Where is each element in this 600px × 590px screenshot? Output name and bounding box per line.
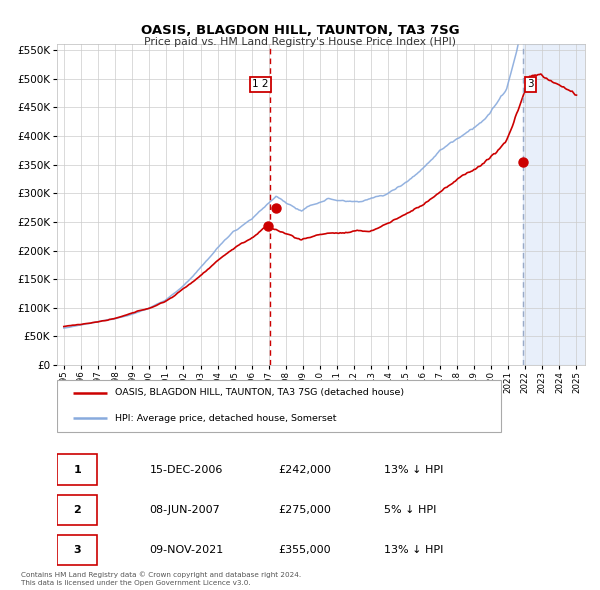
Text: Contains HM Land Registry data © Crown copyright and database right 2024.: Contains HM Land Registry data © Crown c…: [21, 571, 301, 578]
Text: 13% ↓ HPI: 13% ↓ HPI: [385, 545, 444, 555]
Text: 15-DEC-2006: 15-DEC-2006: [149, 464, 223, 474]
Text: OASIS, BLAGDON HILL, TAUNTON, TA3 7SG: OASIS, BLAGDON HILL, TAUNTON, TA3 7SG: [140, 24, 460, 37]
Text: 5% ↓ HPI: 5% ↓ HPI: [385, 504, 437, 514]
FancyBboxPatch shape: [57, 380, 500, 432]
Bar: [523, 44, 590, 365]
Text: £275,000: £275,000: [279, 504, 332, 514]
Text: 1: 1: [73, 464, 81, 474]
Text: 1 2: 1 2: [252, 80, 269, 89]
FancyBboxPatch shape: [57, 494, 97, 525]
Text: £355,000: £355,000: [279, 545, 331, 555]
Text: 3: 3: [73, 545, 81, 555]
Text: This data is licensed under the Open Government Licence v3.0.: This data is licensed under the Open Gov…: [21, 581, 251, 586]
FancyBboxPatch shape: [57, 454, 97, 484]
Text: HPI: Average price, detached house, Somerset: HPI: Average price, detached house, Some…: [115, 414, 337, 422]
Text: Price paid vs. HM Land Registry's House Price Index (HPI): Price paid vs. HM Land Registry's House …: [144, 37, 456, 47]
FancyBboxPatch shape: [57, 535, 97, 565]
Text: £242,000: £242,000: [279, 464, 332, 474]
Text: 13% ↓ HPI: 13% ↓ HPI: [385, 464, 444, 474]
Text: OASIS, BLAGDON HILL, TAUNTON, TA3 7SG (detached house): OASIS, BLAGDON HILL, TAUNTON, TA3 7SG (d…: [115, 388, 404, 397]
Text: 2: 2: [73, 504, 81, 514]
Text: 09-NOV-2021: 09-NOV-2021: [149, 545, 224, 555]
Text: 3: 3: [527, 80, 533, 89]
Text: 08-JUN-2007: 08-JUN-2007: [149, 504, 220, 514]
